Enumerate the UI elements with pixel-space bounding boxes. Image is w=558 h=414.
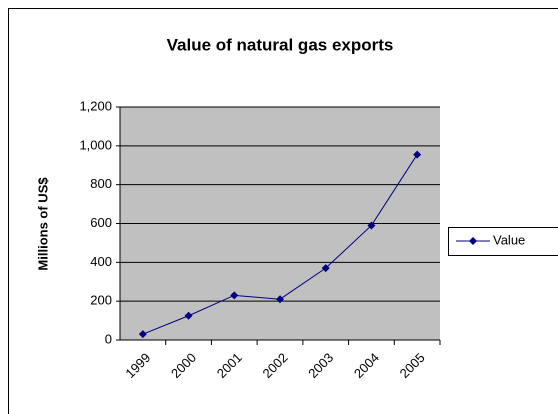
y-tick-label: 400 [90,254,112,269]
y-tick-label: 200 [90,293,112,308]
y-tick-label: 0 [105,331,112,346]
y-tick-label: 1,200 [79,98,112,113]
marker [230,291,239,300]
marker [138,330,147,339]
chart-title: Value of natural gas exports [167,35,394,54]
marker [367,221,376,230]
legend-label: Value [493,232,525,247]
marker [469,237,477,245]
marker [413,150,422,159]
marker [184,311,193,320]
y-tick-label: 600 [90,215,112,230]
marker [276,295,284,304]
y-tick-label: 1,000 [79,137,112,152]
y-tick-label: 800 [90,176,112,191]
y-axis-label: Millions of US$ [35,177,50,271]
marker [321,264,330,273]
